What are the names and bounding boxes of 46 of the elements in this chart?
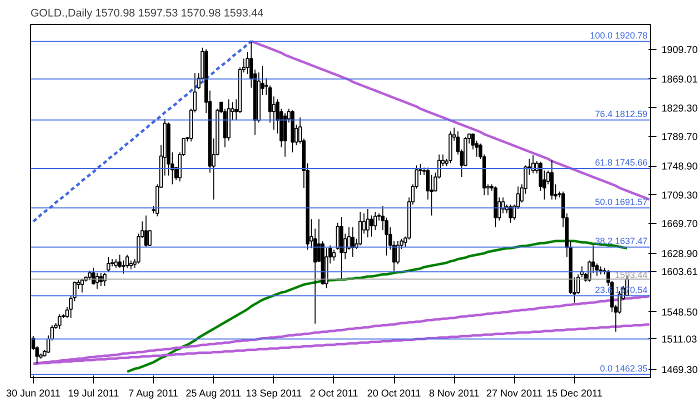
- ref-line-label: 61.8 1745.66: [594, 158, 648, 168]
- y-tick-label: 1469.30: [662, 364, 698, 376]
- candlestick: [88, 270, 92, 281]
- candlestick: [366, 208, 370, 238]
- candlestick: [501, 196, 505, 214]
- ref-line-label: 76.4 1812.59: [594, 108, 648, 119]
- candlestick: [550, 160, 554, 200]
- y-tick-label: 1511.03: [662, 334, 698, 346]
- x-tick-label: 13 Sep 2011: [246, 388, 302, 400]
- y-tick-label: 1603.61: [662, 267, 698, 278]
- candlestick: [358, 211, 362, 246]
- candlestick: [148, 230, 152, 247]
- candlestick: [332, 249, 336, 262]
- x-tick-label: 25 Aug 2011: [186, 388, 242, 400]
- candlestick: [396, 240, 400, 265]
- candlestick: [106, 256, 110, 272]
- x-tick-label: 19 Jul 2011: [68, 388, 120, 400]
- x-tick-label: 8 Nov 2011: [428, 388, 480, 400]
- candlestick: [144, 215, 148, 248]
- x-tick-label: 7 Aug 2011: [128, 388, 179, 400]
- y-tick-label: 1669.70: [662, 219, 698, 230]
- ref-line-label: 1593.44: [614, 270, 648, 280]
- x-tick-label: 20 Oct 2011: [367, 388, 422, 400]
- candlestick: [99, 272, 103, 286]
- y-tick-label: 1909.70: [662, 44, 698, 56]
- candlestick: [370, 215, 374, 238]
- candlestick: [336, 222, 340, 250]
- candlestick: [80, 278, 84, 294]
- x-tick-label: 27 Nov 2011: [486, 388, 543, 400]
- y-tick-label: 1628.90: [662, 248, 698, 260]
- x-tick-label: 30 Jun 2011: [6, 388, 61, 400]
- x-tick-label: 15 Dec 2011: [546, 388, 603, 400]
- ref-line-label: 0.0 1462.35: [600, 363, 648, 374]
- candlestick: [508, 204, 512, 224]
- ref-line-label: 50.0 1691.57: [594, 196, 648, 207]
- y-tick-label: 1709.30: [662, 190, 698, 202]
- x-tick-label: 2 Oct 2011: [310, 388, 358, 400]
- y-tick-label: 1829.30: [662, 103, 698, 114]
- candlestick: [246, 52, 250, 74]
- chart-title: GOLD.,Daily 1570.98 1597.53 1570.98 1593.44: [30, 8, 264, 20]
- ref-line-label: 100.0 1920.78: [590, 30, 648, 40]
- y-tick-label: 1748.90: [662, 162, 698, 173]
- y-tick-label: 1789.70: [662, 132, 698, 144]
- y-tick-label: 1869.01: [662, 74, 698, 86]
- y-tick-label: 1548.50: [662, 307, 698, 318]
- candlestick: [58, 314, 62, 330]
